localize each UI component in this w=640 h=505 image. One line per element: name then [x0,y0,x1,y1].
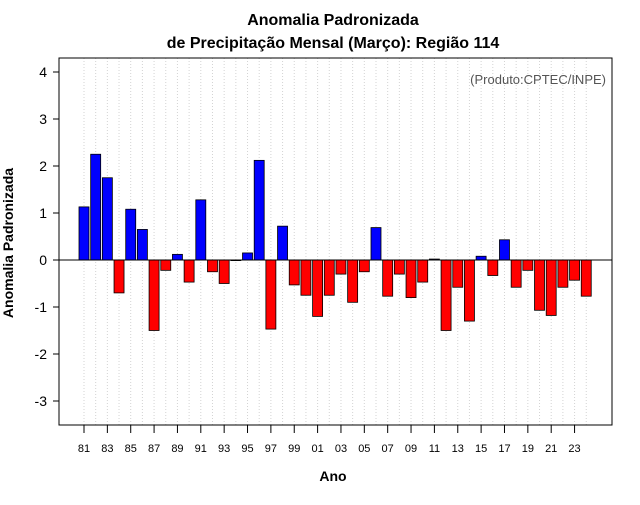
bar-18 [510,259,522,288]
plot-frame [58,57,613,426]
bar-20 [534,259,545,311]
bar-03 [335,259,347,275]
x-tick-label: 09 [405,443,417,455]
y-tick-label: -1 [35,299,48,315]
x-tick-label: 95 [241,443,253,455]
bar-90 [183,259,195,283]
bar-08 [393,259,405,275]
bar-15 [475,255,487,261]
x-tick-label: 83 [101,443,113,455]
bar-99 [288,259,300,286]
bar-86 [136,229,148,261]
y-tick-label: -2 [35,346,48,362]
x-tick-label: 87 [148,443,160,455]
bar-24 [580,259,592,297]
bar-05 [358,259,370,273]
bar-00 [300,259,312,296]
bar-87 [148,259,160,331]
bar-84 [113,259,125,294]
bar-19 [522,259,534,271]
bar-06 [370,227,382,261]
grid [83,58,587,425]
bar-85 [125,208,137,261]
bar-93 [218,259,230,284]
bar-91 [195,199,207,261]
x-tick-label: 81 [78,443,90,455]
bar-12 [440,259,452,331]
y-tick-label: 3 [39,111,47,127]
bar-22 [557,259,569,288]
x-tick-label: 15 [475,443,487,455]
bar-92 [207,259,218,273]
chart-subtitle: de Precipitação Mensal (Março): Região 1… [167,35,500,52]
x-tick-label: 23 [568,443,580,455]
y-tick-label: 1 [39,205,47,221]
y-axis-label: Anomalia Padronizada [0,168,16,318]
bar-83 [101,177,113,261]
x-tick-label: 91 [195,443,207,455]
bar-23 [569,259,580,281]
x-tick-label: 89 [171,443,183,455]
source-annotation: (Produto:CPTEC/INPE) [470,72,606,87]
bar-01 [312,259,324,317]
bar-98 [277,225,288,261]
bar-14 [464,259,475,322]
bar-07 [382,259,394,297]
chart-title: Anomalia Padronizada [247,12,419,29]
x-tick-label: 07 [382,443,394,455]
x-tick-label: 21 [545,443,557,455]
y-tick-label: -3 [35,393,48,409]
bar-97 [265,259,277,330]
bar-13 [452,259,464,288]
x-tick-label: 01 [311,443,323,455]
bars [78,153,592,331]
bar-09 [405,259,417,298]
bar-82 [90,153,102,261]
bar-81 [78,206,90,261]
x-tick-label: 97 [265,443,277,455]
bar-21 [545,259,557,316]
bar-17 [499,239,510,261]
x-axis-label: Ano [319,468,346,484]
y-tick-label: 4 [39,64,47,80]
x-tick-label: 17 [498,443,510,455]
y-tick-label: 0 [39,252,47,268]
bar-88 [160,259,172,271]
bar-02 [323,259,335,296]
x-tick-label: 05 [358,443,370,455]
bar-95 [242,252,253,261]
x-tick-label: 93 [218,443,230,455]
bar-89 [172,253,183,261]
x-tick-label: 19 [522,443,534,455]
x-tick-label: 99 [288,443,300,455]
x-tick-label: 11 [429,443,440,455]
x-tick-label: 85 [125,443,137,455]
bar-10 [417,259,429,283]
bar-16 [487,259,499,276]
y-tick-label: 2 [39,158,47,174]
x-tick-label: 03 [335,443,347,455]
bar-04 [347,259,359,303]
bar-96 [253,159,265,261]
x-tick-label: 13 [452,443,464,455]
